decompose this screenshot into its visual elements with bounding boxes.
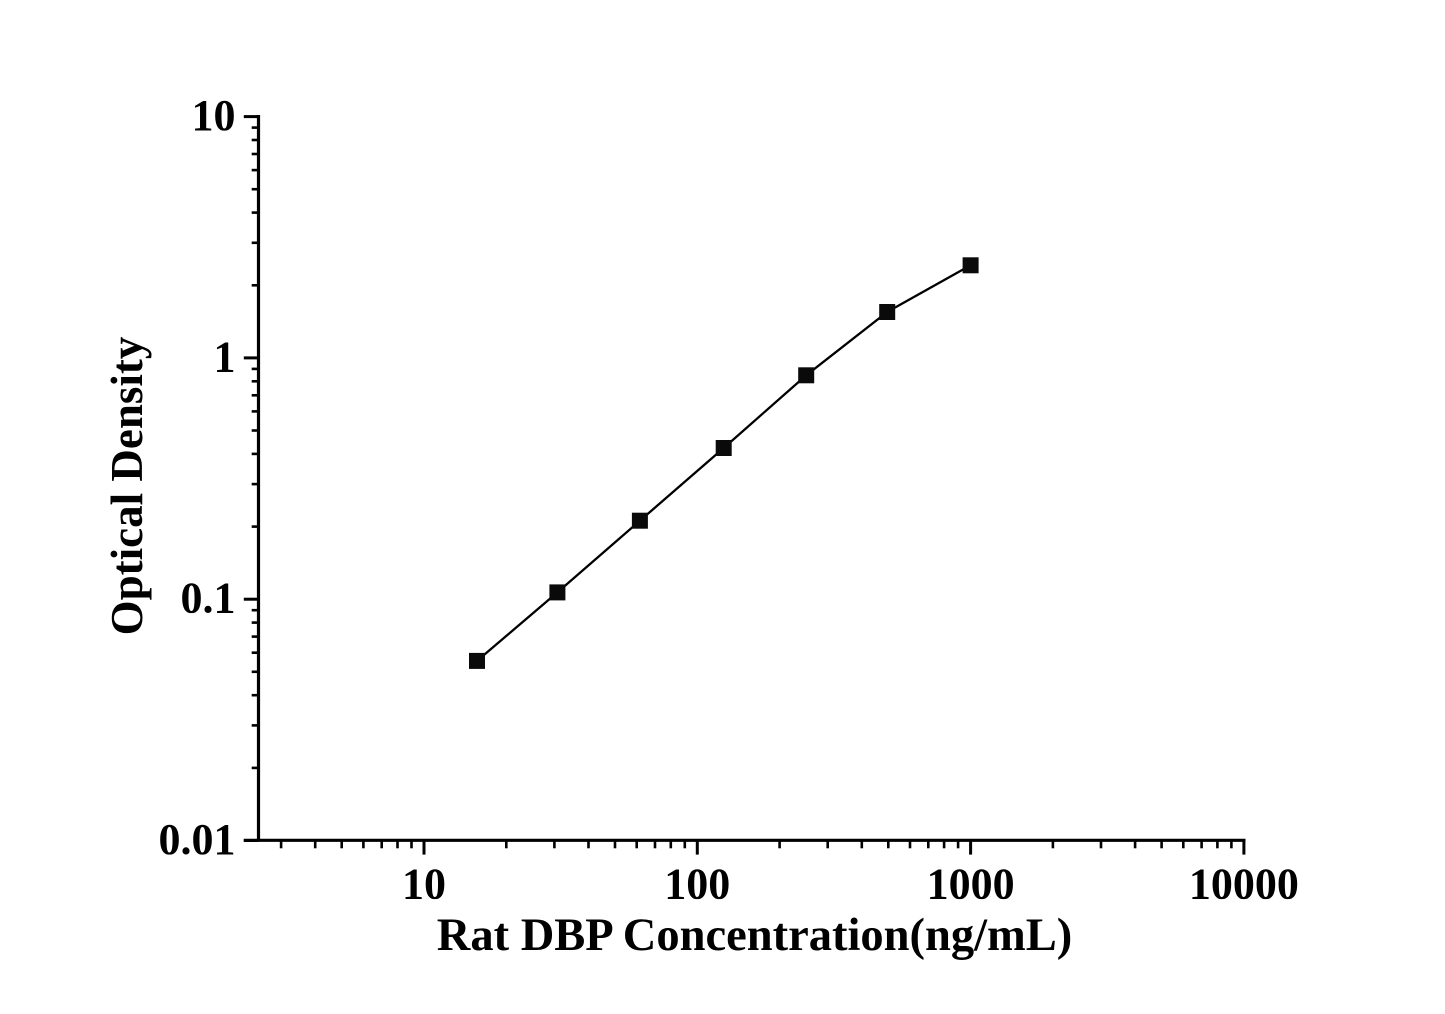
svg-text:10000: 10000: [1189, 860, 1299, 909]
svg-text:Optical Density: Optical Density: [102, 336, 152, 635]
svg-text:1: 1: [214, 332, 236, 381]
svg-text:0.1: 0.1: [181, 574, 236, 623]
svg-text:10: 10: [402, 860, 446, 909]
svg-text:Rat DBP Concentration(ng/mL): Rat DBP Concentration(ng/mL): [437, 910, 1072, 961]
svg-text:0.01: 0.01: [159, 815, 236, 864]
svg-text:100: 100: [664, 860, 730, 909]
svg-text:1000: 1000: [927, 860, 1015, 909]
svg-text:10: 10: [192, 91, 236, 140]
